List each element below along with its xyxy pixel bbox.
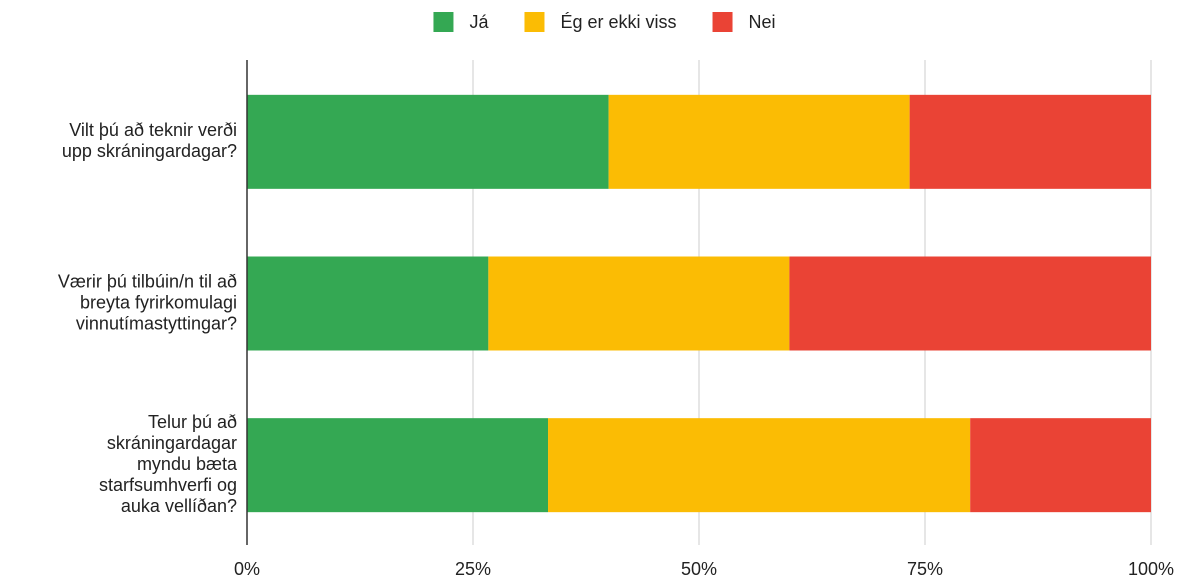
category-label: vinnutímastyttingar? [76, 313, 237, 333]
legend-swatch [433, 12, 454, 32]
x-tick-label: 50% [681, 559, 717, 579]
bar-segment [970, 418, 1151, 513]
category-label: skráningardagar [107, 433, 237, 453]
bar-segment [909, 94, 1151, 189]
legend-label: Já [469, 12, 489, 32]
x-tick-label: 100% [1128, 559, 1174, 579]
x-tick-label: 75% [907, 559, 943, 579]
category-label: auka vellíðan? [121, 496, 237, 516]
bar-segment [247, 418, 549, 513]
bar-segment [608, 94, 910, 189]
category-label: starfsumhverfi og [99, 475, 237, 495]
legend-label: Ég er ekki viss [560, 12, 676, 32]
bar-segment [548, 418, 971, 513]
bar-segment [247, 94, 609, 189]
bar-segment [247, 256, 489, 351]
x-tick-label: 25% [455, 559, 491, 579]
category-label: Telur þú að [148, 412, 237, 432]
category-label: upp skráningardagar? [62, 141, 237, 161]
legend-swatch [524, 12, 545, 32]
x-tick-label: 0% [234, 559, 260, 579]
bar-segment [789, 256, 1151, 351]
category-label: breyta fyrirkomulagi [80, 292, 237, 312]
bar-segment [488, 256, 790, 351]
legend-item: Já [433, 12, 489, 32]
category-label: myndu bæta [137, 454, 238, 474]
legend-label: Nei [749, 12, 776, 32]
legend-swatch [712, 12, 733, 32]
legend-item: Ég er ekki viss [524, 12, 677, 32]
legend-item: Nei [712, 12, 776, 32]
category-label: Værir þú tilbúin/n til að [58, 271, 237, 291]
category-label: Vilt þú að teknir verði [69, 120, 237, 140]
